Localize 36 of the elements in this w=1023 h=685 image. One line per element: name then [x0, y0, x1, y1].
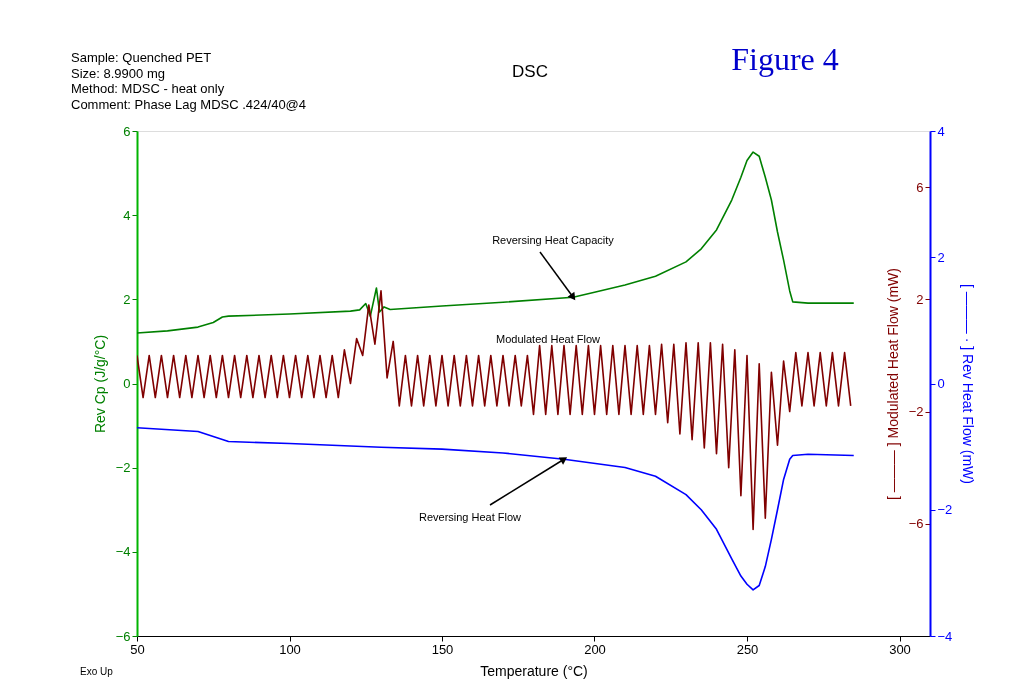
- y-tick-label: 6: [123, 123, 131, 139]
- y2-tick-label: −6: [908, 516, 924, 532]
- x-tick-label: 100: [279, 641, 301, 657]
- y3-tick-label: −2: [937, 502, 953, 518]
- y3-tick-label: −4: [937, 628, 953, 644]
- line-series: [137, 426, 855, 591]
- y2-axis-title: [ ——— ] Modulated Heat Flow (mW): [884, 268, 901, 500]
- x-tick-label: 150: [431, 641, 454, 657]
- text: Reversing Heat Flow: [418, 511, 522, 523]
- y2-tick-label: 2: [916, 291, 924, 307]
- line-series: [137, 151, 855, 334]
- y2-tick-label: −2: [908, 404, 924, 420]
- y3-tick-label: 4: [937, 123, 945, 139]
- y3-tick-label: 2: [937, 249, 945, 265]
- line-series: [137, 290, 852, 531]
- y-tick-label: 0: [123, 376, 131, 391]
- y3-axis-title: [ ——— · ] Rev Heat Flow (mW): [960, 284, 977, 484]
- y3-tick-label: 0: [937, 376, 945, 391]
- y-tick-label: 4: [123, 207, 131, 223]
- y-tick-label: −2: [115, 460, 131, 476]
- caption: Figure 4: [731, 41, 839, 77]
- text: Reversing Heat Capacity: [492, 234, 615, 246]
- y-axis-title: Rev Cp (J/g/°C): [91, 334, 108, 434]
- x-tick-label: 300: [889, 641, 911, 657]
- x-tick-label: 200: [584, 641, 606, 657]
- x-tick-label: 250: [736, 641, 759, 657]
- x-tick-label: 50: [130, 641, 145, 657]
- x-axis-title: Temperature (°C): [480, 662, 588, 679]
- chart-title: DSC: [512, 62, 548, 81]
- y2-tick-label: 6: [916, 179, 924, 195]
- series-label: Modulated Heat Flow: [496, 333, 601, 345]
- y-tick-label: −4: [115, 544, 131, 560]
- text: Exo Up: [80, 666, 114, 677]
- chart-subtitle: Sample: Quenched PET Size: 8.9900 mg Method: MDSC - heat only Comment: Phase Lag MDSC .424/40@4: [71, 50, 307, 112]
- y-tick-label: 2: [123, 291, 131, 307]
- y-tick-label: −6: [115, 628, 131, 644]
